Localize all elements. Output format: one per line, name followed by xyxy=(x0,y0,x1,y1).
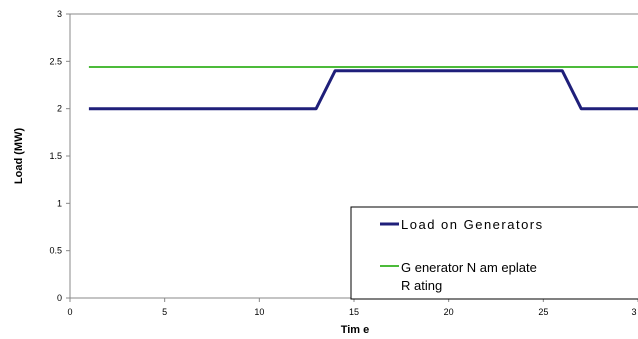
legend: Load on Generators G enerator N am eplat… xyxy=(350,206,638,300)
x-axis-title: Tim e xyxy=(341,324,370,336)
legend-label-nameplate-line2: R ating xyxy=(401,278,442,293)
y-tick-label: 2 xyxy=(57,104,62,114)
x-tick-label: 10 xyxy=(254,307,264,317)
y-tick-label: 3 xyxy=(57,9,62,19)
series-line-load-on-generators xyxy=(88,69,638,111)
legend-box xyxy=(350,206,638,300)
x-tick-label: 5 xyxy=(162,307,167,317)
x-ticks: 0 5 10 15 20 25 3 xyxy=(67,298,638,317)
x-tick-label: 0 xyxy=(67,307,72,317)
x-tick-label: 20 xyxy=(444,307,454,317)
legend-label-nameplate-line1: G enerator N am eplate xyxy=(401,260,537,275)
y-tick-label: 0.5 xyxy=(49,246,62,256)
legend-label-load: Load on Generators xyxy=(401,217,544,232)
y-tick-label: 1 xyxy=(57,198,62,208)
x-tick-label: 15 xyxy=(349,307,359,317)
y-ticks: 0 0.5 1 1.5 2 2.5 3 xyxy=(49,9,70,303)
x-tick-label: 25 xyxy=(538,307,548,317)
y-tick-label: 2.5 xyxy=(49,56,62,66)
x-tick-label: 3 xyxy=(631,307,636,317)
series-lines xyxy=(88,66,638,111)
y-tick-label: 0 xyxy=(57,293,62,303)
y-axis-title: Load (MW) xyxy=(13,128,25,185)
y-tick-label: 1.5 xyxy=(49,151,62,161)
